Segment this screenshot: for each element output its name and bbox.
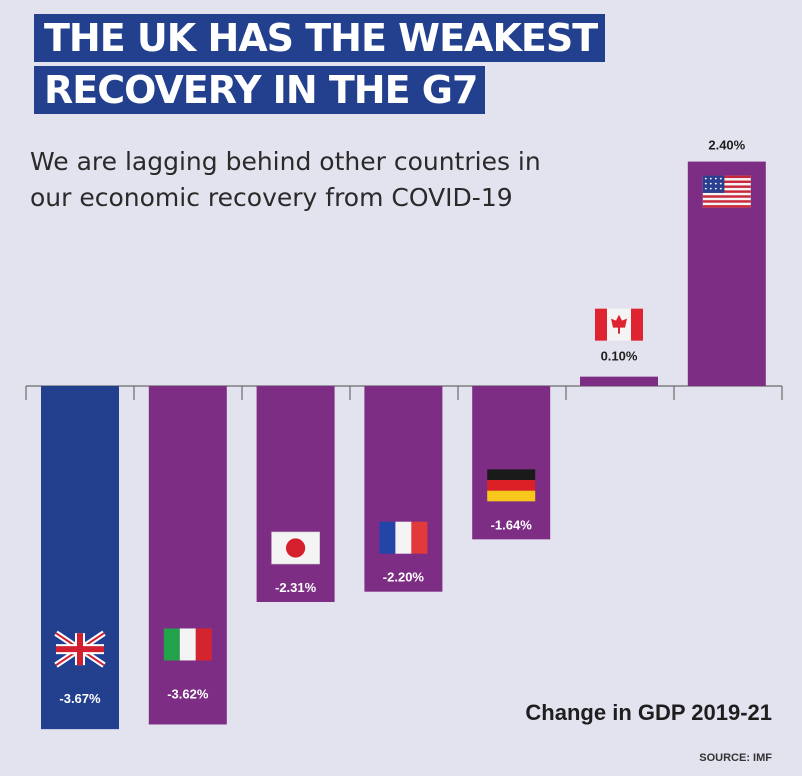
france-flag-icon: [379, 521, 428, 554]
uk-flag-icon: [54, 630, 106, 668]
bar-value-label-france: -2.20%: [383, 570, 425, 585]
germany-flag-icon: [487, 469, 536, 502]
usa-flag-icon: [702, 175, 751, 208]
bar-value-label-italy: -3.62%: [167, 686, 209, 701]
bar-value-label-uk: -3.67%: [59, 691, 101, 706]
bar-canada: [580, 376, 658, 386]
bar-japan: [256, 386, 335, 602]
japan-flag-icon: [271, 531, 320, 565]
bar-value-label-canada: 0.10%: [601, 349, 638, 364]
bar-value-label-japan: -2.31%: [275, 580, 317, 595]
bar-france: [364, 386, 443, 592]
bar-germany: [472, 386, 551, 540]
title-line-2: RECOVERY IN THE G7: [34, 66, 486, 114]
title-line-1: THE UK HAS THE WEAKEST: [34, 14, 606, 62]
bar-uk: [41, 386, 119, 730]
bar-value-label-usa: 2.40%: [708, 138, 745, 153]
source-note: SOURCE: IMF: [699, 752, 772, 764]
subtitle-line-1: We are lagging behind other countries in: [30, 147, 541, 176]
bar-value-label-germany: -1.64%: [491, 517, 533, 532]
canada-flag-icon: [595, 308, 643, 341]
bar-italy: [148, 386, 227, 725]
italy-flag-icon: [163, 628, 212, 661]
subtitle-line-2: our economic recovery from COVID-19: [30, 183, 513, 212]
chart-caption: Change in GDP 2019-21: [525, 700, 772, 725]
